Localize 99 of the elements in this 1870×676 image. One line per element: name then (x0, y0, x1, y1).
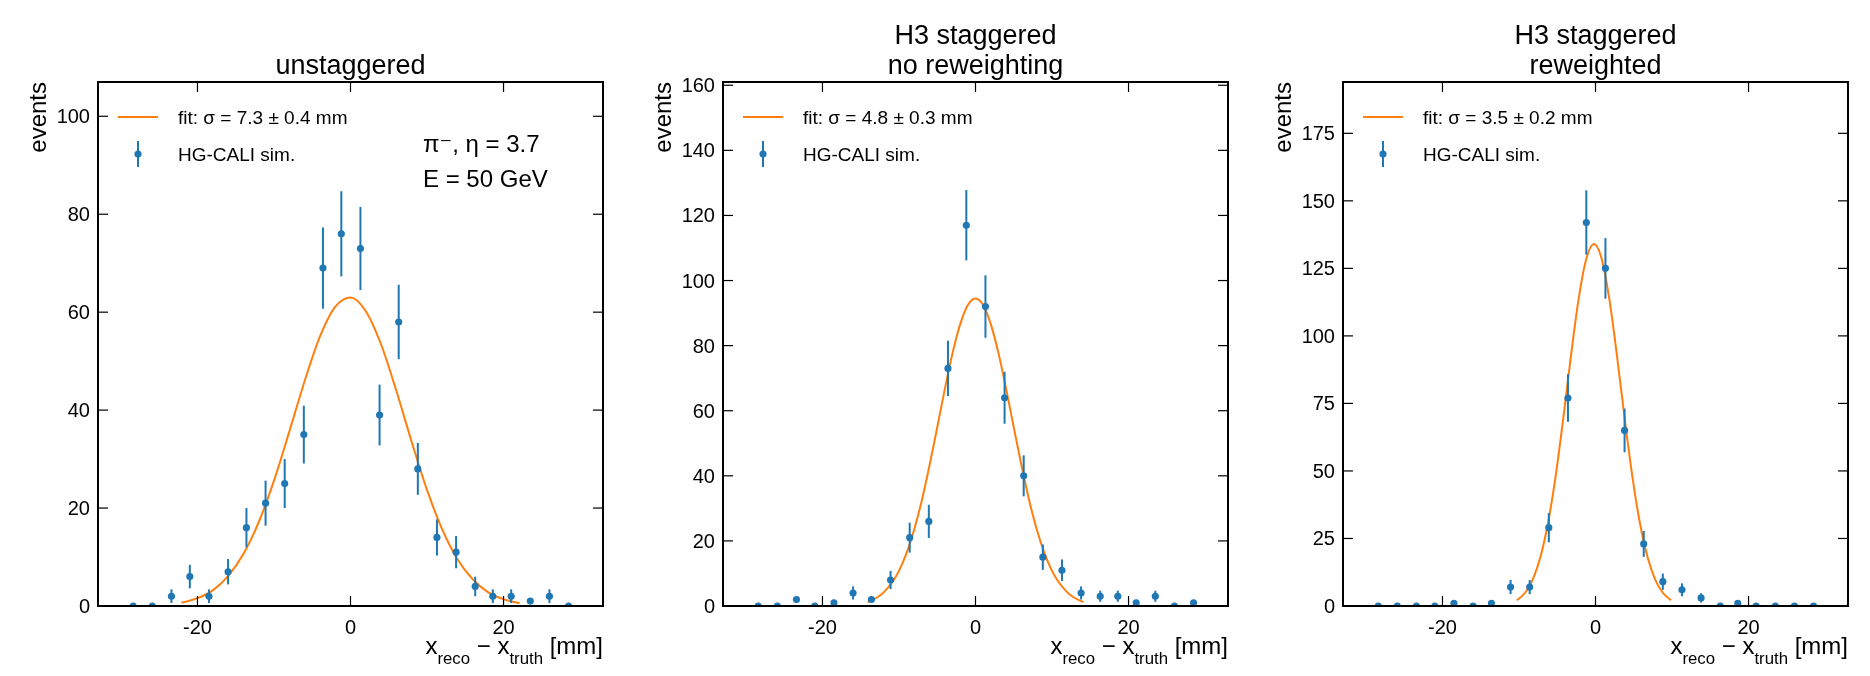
y-tick-label: 100 (56, 105, 90, 128)
point (830, 599, 838, 606)
y-tick-label: 140 (681, 139, 715, 162)
legend-label: HG-CALI sim. (1423, 144, 1541, 165)
point (452, 548, 460, 556)
annotation: E = 50 GeV (423, 165, 548, 192)
point (337, 230, 345, 238)
point (526, 597, 534, 605)
y-axis-title: events (649, 82, 676, 153)
y-tick-label: 150 (1301, 189, 1335, 212)
point (1190, 599, 1198, 606)
y-tick-label: 25 (1312, 527, 1335, 550)
y-tick-label: 40 (67, 399, 90, 422)
point (507, 592, 515, 600)
y-tick-label: 160 (681, 74, 715, 97)
y-tick-label: 80 (67, 203, 90, 226)
y-tick-label: 75 (1312, 392, 1335, 415)
point (167, 592, 176, 600)
y-tick-label: 125 (1301, 257, 1335, 280)
x-tick-label: -20 (183, 616, 212, 638)
point (1077, 589, 1085, 597)
point (1507, 583, 1515, 591)
x-tick-label: 20 (1117, 616, 1140, 638)
point (471, 582, 479, 590)
line-series (1516, 243, 1672, 601)
point (242, 524, 251, 532)
line-series (181, 296, 520, 605)
point (376, 411, 384, 419)
point (1526, 583, 1534, 591)
legend-label: HG-CALI sim. (803, 144, 921, 165)
point (1132, 599, 1140, 606)
x-tick-label: 0 (344, 616, 357, 638)
y-axis-title: events (24, 82, 51, 153)
legend-label: HG-CALI sim. (178, 144, 296, 165)
point (792, 595, 801, 604)
x-tick-label: -20 (1428, 616, 1457, 638)
y-tick-label: 0 (703, 595, 715, 617)
point (1659, 578, 1667, 586)
legend-label: fit: σ = 7.3 ± 0.4 mm (178, 107, 348, 128)
point (1545, 524, 1553, 532)
point (1487, 599, 1496, 606)
y-tick-label: 80 (692, 334, 715, 357)
point (205, 592, 213, 600)
point (1001, 394, 1009, 402)
point (944, 364, 952, 372)
y-tick-label: 20 (67, 497, 90, 520)
point (262, 499, 270, 507)
x-tick-label: 0 (969, 616, 982, 638)
point (545, 592, 554, 600)
y-tick-label: 100 (1301, 324, 1335, 347)
point (887, 576, 895, 584)
point (1564, 394, 1572, 402)
point (414, 465, 422, 473)
point (849, 589, 857, 597)
y-axis-title: events (1269, 82, 1296, 153)
point (962, 221, 970, 229)
point (867, 595, 876, 604)
x-tick-label: 20 (492, 616, 515, 638)
y-tick-label: 0 (1323, 595, 1335, 617)
y-tick-label: 40 (692, 464, 715, 487)
y-tick-label: 60 (692, 399, 715, 422)
point (489, 592, 497, 600)
point (186, 573, 194, 581)
point (1582, 218, 1590, 227)
legend-label: fit: σ = 3.5 ± 0.2 mm (1423, 107, 1593, 128)
annotation: π⁻, η = 3.7 (423, 130, 540, 157)
point (224, 568, 232, 576)
point (925, 517, 933, 525)
point (1601, 264, 1610, 272)
y-tick-label: 50 (1312, 459, 1335, 482)
point (1734, 599, 1742, 606)
legend-label: fit: σ = 4.8 ± 0.3 mm (803, 107, 973, 128)
point (281, 480, 289, 488)
point (433, 533, 441, 541)
y-tick-label: 0 (78, 595, 90, 617)
point (1058, 566, 1066, 574)
x-tick-label: 20 (1737, 616, 1760, 638)
point (356, 244, 365, 253)
point (395, 318, 403, 326)
point (1039, 553, 1047, 561)
chart-title: H3 staggered no reweighting (887, 20, 1064, 80)
point (1020, 472, 1028, 480)
point (1621, 426, 1629, 434)
x-tick-label: 0 (1589, 616, 1602, 638)
point (1640, 540, 1648, 548)
y-tick-label: 175 (1301, 122, 1335, 145)
y-tick-label: 20 (692, 529, 715, 552)
chart-title: unstaggered (275, 50, 426, 80)
chart-title: H3 staggered reweighted (1514, 20, 1677, 80)
x-tick-label: -20 (808, 616, 837, 638)
point (319, 264, 327, 272)
y-tick-label: 120 (681, 204, 715, 227)
point (1678, 586, 1686, 594)
point (906, 534, 914, 542)
y-tick-label: 60 (67, 301, 90, 324)
point (300, 431, 308, 439)
point (981, 303, 990, 311)
y-tick-label: 100 (681, 269, 715, 292)
line-series (867, 297, 1084, 603)
